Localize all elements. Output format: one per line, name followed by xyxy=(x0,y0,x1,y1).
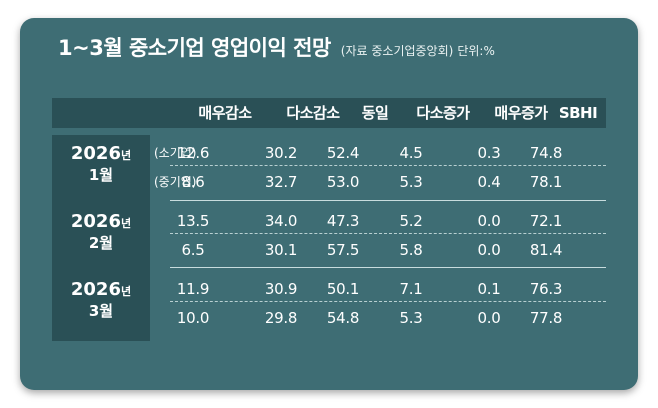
table-cell: 6.5 xyxy=(181,241,205,259)
table-cell: 5.3 xyxy=(399,309,423,327)
table-cell: 47.3 xyxy=(326,212,360,230)
row-divider xyxy=(170,165,606,166)
unit-note: 단위:% xyxy=(457,44,495,58)
table-cell: 76.3 xyxy=(529,280,563,298)
period-year-suffix: 년 xyxy=(120,285,132,298)
title-row: 1~3월 중소기업 영업이익 전망 (자료 중소기업중앙회) 단위:% xyxy=(58,32,495,72)
table-cell: 0.0 xyxy=(477,309,501,327)
table-cell: 13.5 xyxy=(176,212,210,230)
table-cell: 81.4 xyxy=(529,241,563,259)
period-label-feb: 2026년 2월 xyxy=(52,211,150,253)
table-cell: 78.1 xyxy=(529,173,563,191)
column-header-bar: 매우감소 다소감소 동일 다소증가 매우증가 SBHI xyxy=(52,98,606,128)
table-cell: 5.2 xyxy=(399,212,423,230)
source-note: (자료 중소기업중앙회) xyxy=(340,44,454,58)
table-cell: 7.1 xyxy=(399,280,423,298)
table-cell: 32.7 xyxy=(264,173,298,191)
col-header-slight-decrease: 다소감소 xyxy=(286,104,340,122)
table-cell: 0.3 xyxy=(477,144,501,162)
info-card: 1~3월 중소기업 영업이익 전망 (자료 중소기업중앙회) 단위:% 매우감소… xyxy=(20,18,638,390)
table-cell: 12.6 xyxy=(176,144,210,162)
col-header-sbhi: SBHI xyxy=(558,104,598,122)
table-cell: 10.0 xyxy=(176,309,210,327)
table-cell: 54.8 xyxy=(326,309,360,327)
row-divider xyxy=(170,301,606,302)
row-divider xyxy=(170,233,606,234)
table-cell: 30.9 xyxy=(264,280,298,298)
table-cell: 74.8 xyxy=(529,144,563,162)
col-header-slight-increase: 다소증가 xyxy=(416,104,470,122)
table-cell: 29.8 xyxy=(264,309,298,327)
table-cell: 57.5 xyxy=(326,241,360,259)
table-cell: 53.0 xyxy=(326,173,360,191)
period-month: 1월 xyxy=(88,166,114,184)
table-cell: 30.1 xyxy=(264,241,298,259)
row-label-medium-firms: (중기업) xyxy=(154,175,197,189)
period-divider xyxy=(170,267,606,268)
table-cell: 34.0 xyxy=(264,212,298,230)
period-month: 3월 xyxy=(88,302,114,320)
period-month: 2월 xyxy=(88,234,114,252)
col-header-very-increase: 매우증가 xyxy=(494,104,548,122)
table-cell: 30.2 xyxy=(264,144,298,162)
table-cell: 4.5 xyxy=(399,144,423,162)
col-header-very-decrease: 매우감소 xyxy=(198,104,252,122)
period-year: 2026 xyxy=(70,143,121,164)
period-year: 2026 xyxy=(70,211,121,232)
table-cell: 50.1 xyxy=(326,280,360,298)
table-cell: 0.0 xyxy=(477,212,501,230)
table-cell: 11.9 xyxy=(176,280,210,298)
table-cell: 0.1 xyxy=(477,280,501,298)
period-year-suffix: 년 xyxy=(120,149,132,162)
row-label-small-firms: (소기업) xyxy=(154,146,197,160)
period-divider xyxy=(170,200,606,201)
card-title: 1~3월 중소기업 영업이익 전망 xyxy=(58,36,331,60)
table-cell: 8.6 xyxy=(181,173,205,191)
period-label-jan: 2026년 1월 xyxy=(52,143,150,185)
table-cell: 5.8 xyxy=(399,241,423,259)
period-year: 2026 xyxy=(70,279,121,300)
table-cell: 52.4 xyxy=(326,144,360,162)
table-cell: 5.3 xyxy=(399,173,423,191)
period-column: 2026년 1월 2026년 2월 2026년 3월 xyxy=(52,135,150,341)
table-cell: 72.1 xyxy=(529,212,563,230)
period-year-suffix: 년 xyxy=(120,217,132,230)
table-cell: 0.4 xyxy=(477,173,501,191)
table-cell: 0.0 xyxy=(477,241,501,259)
period-label-mar: 2026년 3월 xyxy=(52,279,150,321)
table-cell: 77.8 xyxy=(529,309,563,327)
col-header-same: 동일 xyxy=(361,104,389,122)
